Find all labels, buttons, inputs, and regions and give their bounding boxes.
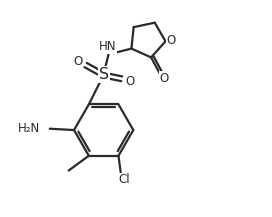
Text: S: S [98, 67, 109, 82]
Text: O: O [167, 33, 176, 46]
Text: Cl: Cl [118, 174, 130, 186]
Text: O: O [159, 72, 168, 85]
Text: O: O [125, 75, 134, 88]
Text: HN: HN [98, 41, 116, 53]
Text: H₂N: H₂N [18, 122, 40, 135]
Text: O: O [73, 55, 83, 68]
